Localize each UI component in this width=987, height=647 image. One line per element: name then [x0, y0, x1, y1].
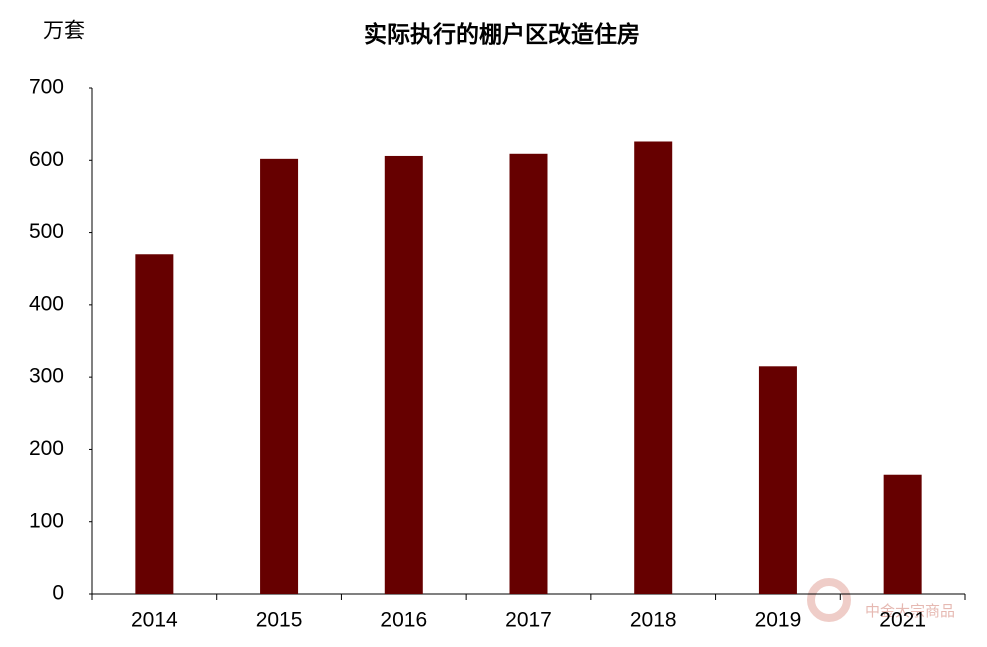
watermark-logo	[807, 578, 851, 622]
y-tick-label: 600	[29, 148, 64, 171]
watermark: 中金大宗商品	[865, 602, 955, 620]
bar	[758, 366, 797, 594]
bar	[384, 155, 423, 594]
x-tick-label: 2019	[755, 609, 802, 632]
bar	[260, 158, 299, 594]
chart-title: 实际执行的棚户区改造住房	[364, 21, 640, 47]
y-tick-label: 100	[29, 509, 64, 532]
x-tick-label: 2017	[505, 609, 552, 632]
y-tick-label: 200	[29, 437, 64, 460]
y-tick-label: 500	[29, 220, 64, 243]
bar	[883, 474, 922, 594]
x-tick-label: 2016	[380, 609, 427, 632]
y-tick-label: 400	[29, 292, 64, 315]
bar	[634, 141, 673, 594]
x-tick-label: 2018	[630, 609, 677, 632]
x-tick-label: 2021	[879, 609, 926, 632]
bar	[135, 254, 174, 594]
x-tick-label: 2014	[131, 609, 178, 632]
bar	[509, 153, 548, 594]
x-tick-label: 2015	[256, 609, 303, 632]
y-tick-label: 300	[29, 365, 64, 388]
y-tick-label: 700	[29, 76, 64, 99]
y-tick-label: 0	[52, 582, 64, 605]
y-unit: 万套	[43, 20, 85, 43]
